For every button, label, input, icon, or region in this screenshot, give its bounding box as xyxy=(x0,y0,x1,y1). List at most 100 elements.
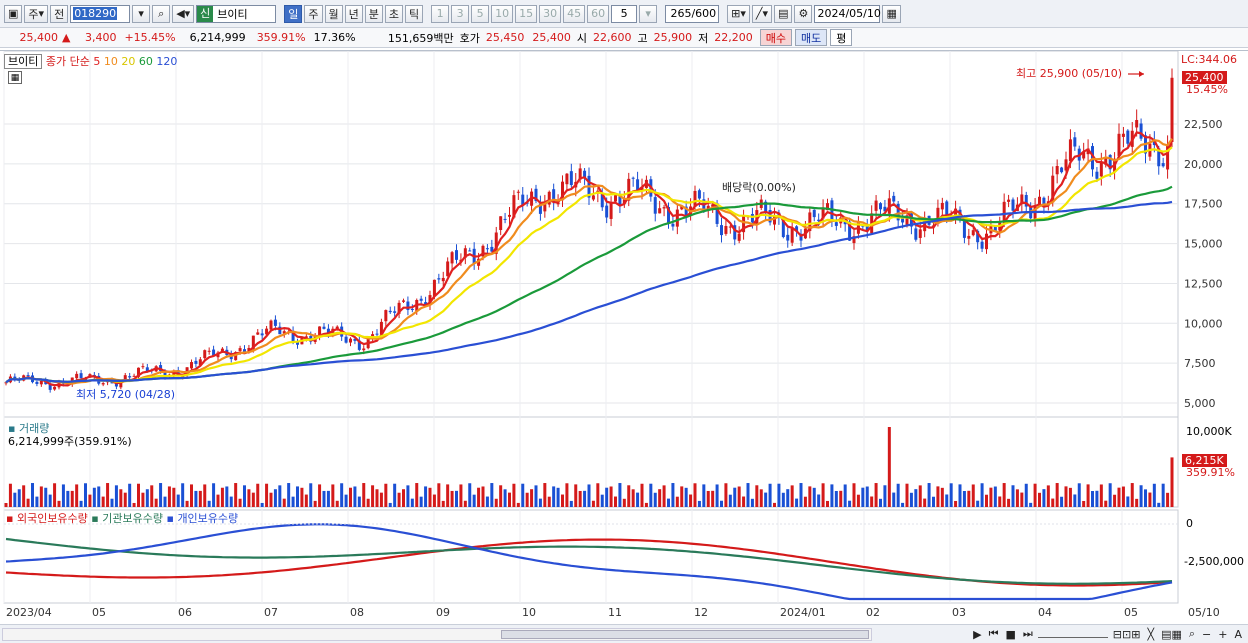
zoom-icon[interactable]: ⌕ xyxy=(1188,627,1196,640)
candle-body xyxy=(1068,139,1072,162)
candle-body xyxy=(4,382,8,384)
candle-body xyxy=(936,207,940,224)
volume-bar xyxy=(159,483,163,507)
code-input[interactable]: 018290 xyxy=(70,4,131,23)
play-icon[interactable]: ▶ xyxy=(973,627,982,641)
candle-body xyxy=(618,196,622,205)
volume-bar xyxy=(194,490,198,507)
volume-bar xyxy=(13,492,17,507)
search-icon[interactable]: ⌕ xyxy=(152,4,171,23)
volume-bar xyxy=(777,483,781,507)
candle-body xyxy=(640,187,644,191)
volume-bar xyxy=(419,496,423,507)
buy-button[interactable]: 매수 xyxy=(759,29,792,46)
period-week[interactable]: 주 xyxy=(304,4,323,23)
evaluate-button[interactable]: 평 xyxy=(830,29,853,46)
volume-bar xyxy=(318,484,322,507)
prev-button[interactable]: 전 xyxy=(50,4,69,23)
minute-30[interactable]: 30 xyxy=(539,4,562,23)
volume-bar xyxy=(75,484,79,507)
calendar-icon[interactable]: ▦ xyxy=(882,4,901,23)
zoom-out-icon[interactable]: − xyxy=(1202,627,1212,641)
candle-body xyxy=(353,338,357,341)
candle-body xyxy=(737,233,741,241)
chart-area[interactable]: 22,500 20,000 17,500 15,000 12,500 10,000 7,50… xyxy=(0,50,1248,624)
volume-bar xyxy=(207,500,211,507)
stock-name-field[interactable]: 신 브이티 xyxy=(196,4,277,23)
volume-bar xyxy=(940,487,944,507)
volume-bar xyxy=(371,485,375,507)
grid-icon[interactable]: ▤▦ xyxy=(1161,627,1182,641)
chart-stock-name[interactable]: 브이티 xyxy=(4,54,43,69)
chart-settings-icon[interactable]: ▣ xyxy=(4,4,23,23)
period-second[interactable]: 초 xyxy=(384,4,404,23)
minute-60[interactable]: 60 xyxy=(587,4,610,23)
period-minute[interactable]: 분 xyxy=(364,4,383,23)
minute-15[interactable]: 15 xyxy=(515,4,538,23)
volume-bar xyxy=(653,492,657,507)
candle-body xyxy=(914,228,918,240)
minute-5[interactable]: 5 xyxy=(471,4,490,23)
zoom-in-icon[interactable]: + xyxy=(1218,627,1228,641)
layout-icon[interactable]: ⊟⊡⊞ xyxy=(1112,627,1141,641)
stop-icon[interactable]: ■ xyxy=(1005,627,1016,641)
x-axis-label: 11 xyxy=(608,606,622,619)
volume-bar xyxy=(896,483,900,507)
candle-body xyxy=(821,207,825,219)
candle-body xyxy=(48,384,52,390)
volume-bar xyxy=(565,483,569,507)
candle-body xyxy=(636,179,640,192)
candle-body xyxy=(485,248,489,250)
candle-body xyxy=(247,347,251,352)
count-input[interactable]: 265/600 xyxy=(665,4,720,23)
volume-bar xyxy=(459,484,463,507)
crosshair-icon[interactable]: ╳ xyxy=(1147,627,1155,641)
sell-button[interactable]: 매도 xyxy=(794,29,828,46)
auto-scale-icon[interactable]: A xyxy=(1234,627,1242,641)
volume-bar xyxy=(251,492,255,507)
minute-10[interactable]: 10 xyxy=(491,4,514,23)
minute-45[interactable]: 45 xyxy=(563,4,586,23)
forward-icon[interactable]: ⏭ xyxy=(1022,627,1033,640)
chart-toolbar: ▣ 주 ▾ 전 018290 ▾ ⌕ ◀▾ 신 브이티 일 주 월 년 분 초 틱… xyxy=(0,0,1248,28)
volume-bar xyxy=(1024,483,1028,507)
period-year[interactable]: 년 xyxy=(344,4,363,23)
interval-dropdown-icon[interactable]: ▾ xyxy=(639,4,658,23)
table-toggle-icon[interactable]: ▦ xyxy=(8,71,22,84)
gear-icon[interactable]: ⚙ xyxy=(794,4,813,23)
bid-label: 호가 xyxy=(459,31,480,45)
save-icon[interactable]: ▤ xyxy=(774,4,793,23)
draw-tool-icon[interactable]: ╱▾ xyxy=(751,4,773,23)
open-price: 22,600 xyxy=(592,31,632,44)
zoom-slider[interactable] xyxy=(1037,630,1108,638)
period-day[interactable]: 일 xyxy=(284,4,303,23)
volume-pct-tag: 359.91% xyxy=(1186,466,1235,479)
candle-body xyxy=(852,236,856,244)
price-tick-label: 20,000 xyxy=(1184,158,1223,171)
price-chart-svg[interactable]: 22,500 20,000 17,500 15,000 12,500 10,000 7,50… xyxy=(0,51,1248,625)
candle-body xyxy=(238,348,242,352)
rewind-icon[interactable]: ⏮ xyxy=(988,627,999,640)
minute-1[interactable]: 1 xyxy=(431,4,450,23)
volume-bar xyxy=(503,489,507,507)
volume-bar xyxy=(887,427,891,507)
code-dropdown-icon[interactable]: ▾ xyxy=(132,4,151,23)
date-input[interactable]: 2024/05/10 xyxy=(814,4,881,23)
indicator-icon[interactable]: ⊞▾ xyxy=(727,4,750,23)
volume-bar xyxy=(150,485,154,507)
sound-icon[interactable]: ◀▾ xyxy=(172,4,195,23)
candle-body xyxy=(75,373,79,379)
volume-bar xyxy=(238,498,242,507)
volume-bar xyxy=(1130,483,1134,507)
candle-body xyxy=(781,220,785,238)
chart-scrollbar[interactable] xyxy=(2,628,872,641)
mode-select[interactable]: 주 ▾ xyxy=(24,4,49,23)
period-month[interactable]: 월 xyxy=(324,4,343,23)
candle-body xyxy=(410,308,414,311)
minute-3[interactable]: 3 xyxy=(451,4,470,23)
period-tick[interactable]: 틱 xyxy=(405,4,424,23)
interval-input[interactable]: 5 xyxy=(611,4,638,23)
candle-body xyxy=(402,300,405,302)
scroll-thumb[interactable] xyxy=(501,630,869,639)
candle-body xyxy=(278,326,282,335)
